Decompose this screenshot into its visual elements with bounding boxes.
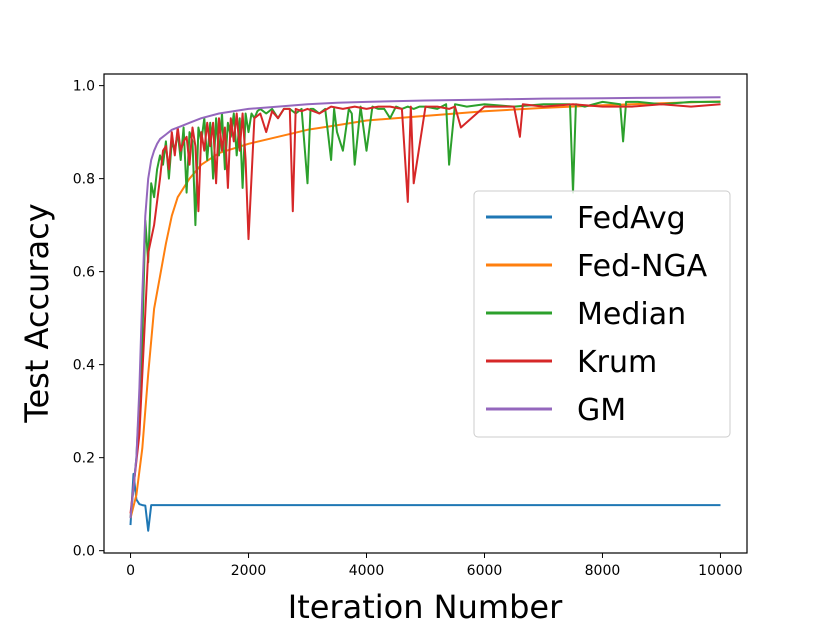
y-tick-label: 0.8 <box>73 172 95 188</box>
y-tick-label: 0.4 <box>73 358 95 374</box>
x-tick-label: 8000 <box>585 563 621 579</box>
legend-label: FedAvg <box>577 201 686 236</box>
y-axis-title: Test Accuracy <box>18 203 56 423</box>
y-tick-label: 0.6 <box>73 265 95 281</box>
legend-box <box>473 190 731 438</box>
series-line-fedavg <box>129 472 721 532</box>
x-axis: 0 2000 4000 6000 8000 10000 <box>126 553 743 579</box>
series-line-gm <box>129 96 721 519</box>
plot-frame <box>103 73 748 554</box>
legend-label: Fed-NGA <box>577 249 708 284</box>
x-tick-label: 0 <box>126 563 135 579</box>
series-line-krum <box>129 103 721 514</box>
x-axis-title: Iteration Number <box>288 588 563 623</box>
legend-label: Krum <box>577 345 657 380</box>
x-tick-label: 10000 <box>698 563 743 579</box>
y-tick-label: 1.0 <box>73 79 95 95</box>
x-tick-label: 2000 <box>231 563 267 579</box>
x-tick-label: 4000 <box>349 563 385 579</box>
y-tick-label: 0.0 <box>73 544 95 560</box>
x-tick-label: 6000 <box>467 563 503 579</box>
legend-label: GM <box>577 393 626 428</box>
y-axis: 0.0 0.2 0.4 0.6 0.8 1.0 <box>73 79 104 560</box>
legend-label: Median <box>577 297 686 332</box>
y-tick-label: 0.2 <box>73 451 95 467</box>
series-layer <box>129 96 721 532</box>
legend: FedAvg Fed-NGA Median Krum GM <box>473 190 731 438</box>
